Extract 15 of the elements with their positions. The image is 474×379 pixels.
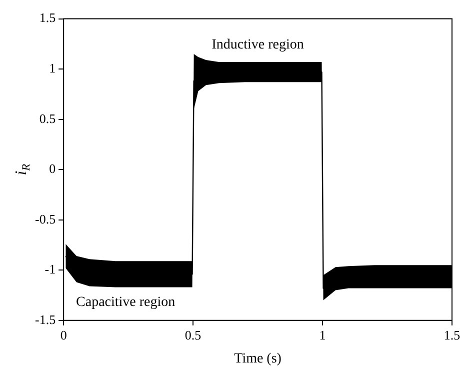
y-tick-label: -1	[44, 262, 56, 277]
y-tick-label: -1.5	[34, 312, 56, 327]
x-axis-title: Time (s)	[234, 352, 282, 367]
x-tick-label: 1.5	[444, 328, 460, 343]
y-tick-label: 1.5	[39, 10, 56, 26]
y-tick-label: 0	[49, 161, 56, 176]
y-tick-label: 1	[49, 60, 56, 76]
y-axis-title: iR	[13, 164, 33, 176]
x-tick-label: 1	[319, 328, 326, 343]
x-tick-label: 0	[60, 328, 67, 343]
annotation: Capacitive region	[76, 295, 176, 310]
y-tick-label: 0.5	[39, 110, 56, 126]
y-tick-label: -0.5	[34, 211, 56, 226]
annotation: Inductive region	[212, 37, 304, 52]
x-tick-label: 0.5	[184, 328, 202, 343]
